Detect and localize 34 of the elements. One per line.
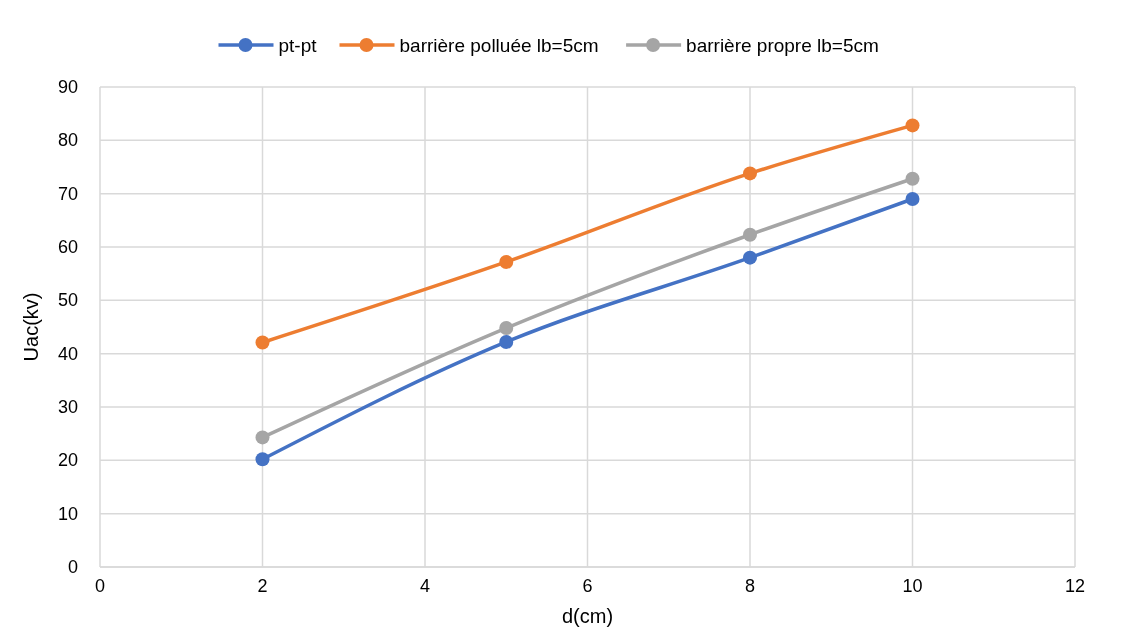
y-tick-label: 80 — [57, 130, 78, 151]
point — [499, 334, 514, 349]
y-tick-label: 90 — [57, 77, 78, 97]
y-tick-label: 50 — [57, 290, 78, 311]
legend-label: barrière polluée lb=5cm — [399, 35, 599, 56]
y-tick-label: 10 — [57, 503, 78, 524]
point — [255, 430, 270, 445]
legend-label: pt-pt — [278, 35, 318, 56]
y-tick-label: 60 — [57, 237, 78, 257]
legend-label: barrière propre lb=5cm — [686, 35, 879, 56]
point — [255, 452, 270, 467]
x-tick-label: 6 — [582, 576, 593, 596]
y-tick-label: 0 — [67, 557, 78, 577]
y-tick-label: 70 — [57, 183, 78, 204]
y-tick-label: 40 — [57, 343, 78, 364]
y-tick-label: 30 — [57, 397, 78, 417]
point — [499, 321, 514, 336]
point — [905, 118, 920, 133]
x-tick-label: 12 — [1064, 576, 1086, 596]
x-tick-label: 2 — [257, 576, 268, 596]
point — [255, 335, 270, 350]
point — [743, 166, 757, 181]
point — [743, 227, 757, 242]
point — [499, 254, 514, 269]
y-tick-label: 20 — [57, 450, 78, 471]
x-tick-label: 10 — [902, 576, 923, 596]
x-tick-label: 4 — [419, 576, 431, 596]
x-tick-label: 0 — [94, 576, 106, 596]
point — [743, 250, 757, 265]
x-axis-title: d(cm) — [561, 605, 614, 627]
point — [905, 171, 920, 186]
point — [905, 192, 920, 206]
x-tick-label: 8 — [744, 576, 756, 596]
y-axis-title: Uac(kv) — [20, 292, 42, 362]
